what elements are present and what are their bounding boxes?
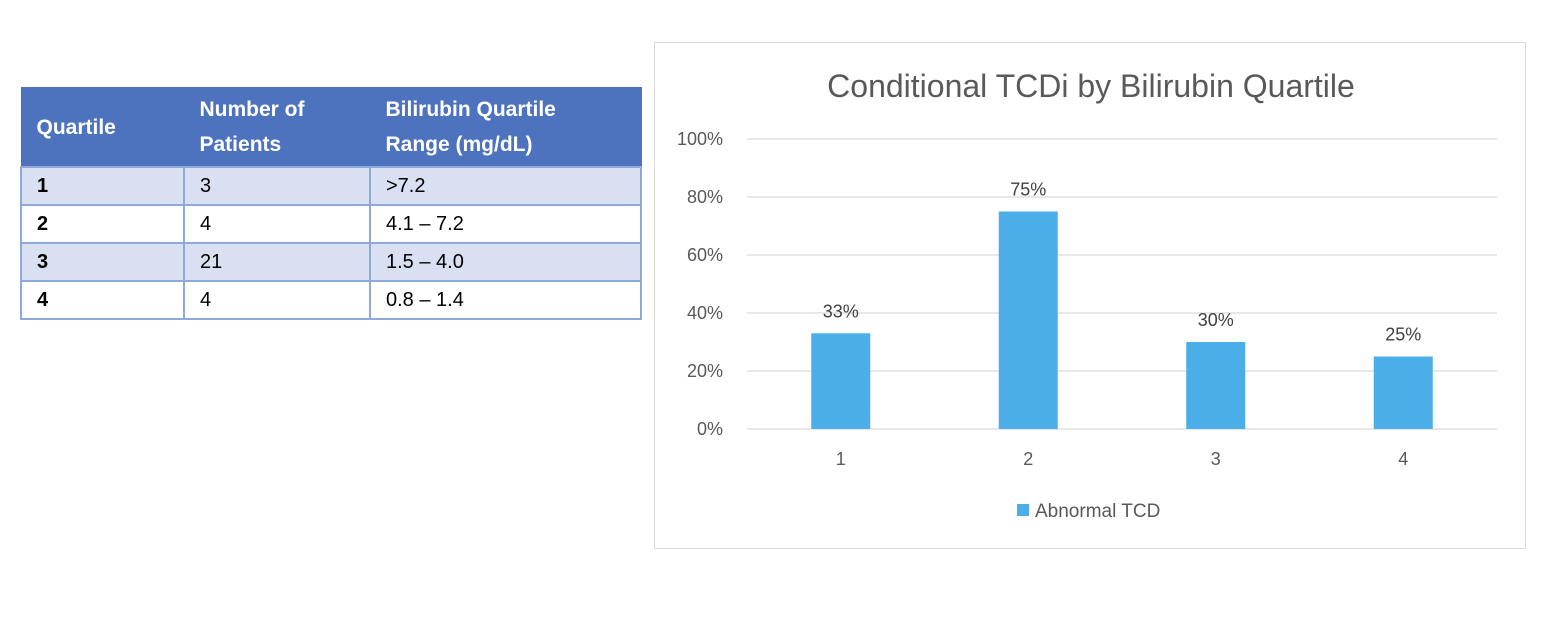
y-tick-label: 60% <box>687 245 723 265</box>
bar-chart: Conditional TCDi by Bilirubin Quartile 0… <box>677 68 1497 522</box>
y-axis: 0% 20% 40% 60% 80% 100% <box>677 129 723 439</box>
table-header-row: Quartile Number of Patients Bilirubin Qu… <box>20 87 642 168</box>
legend-label-abnormal-tcd: Abnormal TCD <box>1035 501 1160 522</box>
patients-cell: 4 <box>183 280 371 320</box>
table-row: 2 4 4.1 – 7.2 <box>20 204 642 244</box>
header-quartile: Quartile <box>20 87 185 168</box>
quartile-cell: 3 <box>20 242 185 282</box>
legend-swatch-abnormal-tcd <box>1017 504 1029 516</box>
x-tick-label: 2 <box>1023 449 1033 469</box>
header-bilirubin-range: Bilirubin Quartile Range (mg/dL) <box>369 87 642 168</box>
x-tick-label: 1 <box>836 449 846 469</box>
table-row: 4 4 0.8 – 1.4 <box>20 280 642 320</box>
quartile-cell: 4 <box>20 280 185 320</box>
data-label: 33% <box>823 301 859 321</box>
table-row: 3 21 1.5 – 4.0 <box>20 242 642 282</box>
data-label: 75% <box>1010 180 1046 200</box>
quartile-table: Quartile Number of Patients Bilirubin Qu… <box>20 87 642 320</box>
patients-cell: 3 <box>183 166 371 206</box>
range-cell: >7.2 <box>369 166 642 206</box>
header-number-of-patients: Number of Patients <box>183 87 371 168</box>
x-tick-label: 3 <box>1211 449 1221 469</box>
y-tick-label: 40% <box>687 303 723 323</box>
bar <box>811 333 871 429</box>
bar <box>1373 356 1433 429</box>
bar <box>998 211 1058 429</box>
range-cell: 4.1 – 7.2 <box>369 204 642 244</box>
data-label: 30% <box>1198 310 1234 330</box>
legend: Abnormal TCD <box>1017 501 1160 522</box>
bars <box>811 211 1433 429</box>
y-tick-label: 80% <box>687 187 723 207</box>
chart-title: Conditional TCDi by Bilirubin Quartile <box>827 68 1355 104</box>
quartile-cell: 2 <box>20 204 185 244</box>
gridlines <box>747 138 1497 430</box>
chart-panel: Conditional TCDi by Bilirubin Quartile 0… <box>654 42 1526 549</box>
data-label: 25% <box>1385 325 1421 345</box>
data-labels: 33% 75% 30% 25% <box>823 180 1422 345</box>
bar <box>1186 342 1246 429</box>
range-cell: 1.5 – 4.0 <box>369 242 642 282</box>
x-axis: 1 2 3 4 <box>836 449 1409 469</box>
patients-cell: 4 <box>183 204 371 244</box>
patients-cell: 21 <box>183 242 371 282</box>
x-tick-label: 4 <box>1398 449 1408 469</box>
y-tick-label: 20% <box>687 361 723 381</box>
table-row: 1 3 >7.2 <box>20 166 642 206</box>
quartile-cell: 1 <box>20 166 185 206</box>
y-tick-label: 0% <box>697 419 723 439</box>
range-cell: 0.8 – 1.4 <box>369 280 642 320</box>
y-tick-label: 100% <box>677 129 723 149</box>
